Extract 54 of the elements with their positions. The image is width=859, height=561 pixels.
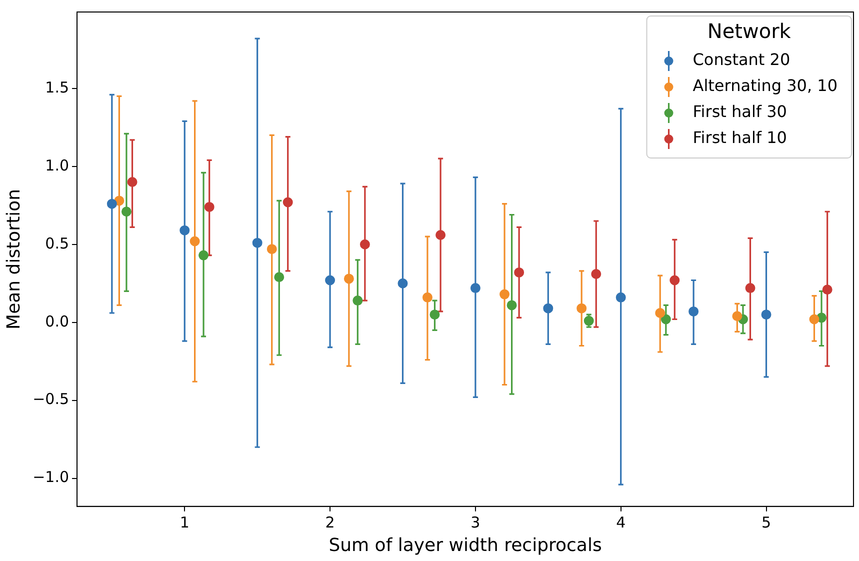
point: [274, 272, 284, 282]
point: [591, 269, 602, 280]
point: [344, 274, 354, 284]
point: [506, 300, 517, 310]
y-tick-label: 1.0: [45, 156, 70, 174]
y-tick-label: 0.0: [45, 312, 70, 330]
point: [655, 308, 666, 318]
point: [688, 306, 699, 316]
point: [660, 314, 671, 324]
point: [576, 303, 587, 314]
x-tick-label: 5: [761, 513, 772, 532]
point: [266, 244, 277, 254]
legend-label: First half 10: [692, 128, 787, 148]
point: [325, 275, 336, 286]
x-tick-label: 4: [616, 513, 626, 532]
point: [398, 278, 408, 288]
legend-label: Alternating 30, 10: [692, 76, 838, 96]
y-tick-label: −0.5: [32, 390, 70, 408]
point: [352, 296, 363, 306]
point: [422, 292, 432, 302]
legend-label: Constant 20: [692, 50, 790, 70]
point: [514, 267, 524, 278]
point: [436, 230, 446, 240]
legend-label: First half 30: [692, 102, 787, 122]
point: [198, 250, 209, 260]
x-tick-label: 2: [325, 513, 335, 532]
point: [106, 198, 117, 209]
point: [822, 284, 832, 295]
x-axis-title: Sum of layer width reciprocals: [328, 534, 602, 556]
point: [616, 292, 626, 302]
point: [190, 236, 200, 246]
point: [543, 303, 554, 314]
point: [180, 225, 190, 236]
point: [745, 283, 756, 294]
legend-title: Network: [707, 19, 792, 44]
y-axis-title: Mean distortion: [3, 188, 24, 330]
point: [252, 238, 262, 248]
point: [500, 289, 510, 300]
point: [282, 197, 293, 208]
point: [121, 206, 132, 217]
point: [204, 202, 214, 212]
point: [127, 177, 138, 187]
point: [360, 239, 370, 250]
y-tick-label: 1.5: [45, 78, 70, 96]
point: [761, 310, 772, 320]
point: [670, 275, 680, 286]
point: [430, 310, 440, 320]
point: [809, 314, 820, 324]
point: [732, 311, 742, 322]
point: [470, 283, 480, 294]
y-tick-label: 0.5: [45, 234, 70, 252]
y-tick-label: −1.0: [32, 468, 70, 486]
x-tick-label: 1: [180, 513, 190, 532]
x-tick-label: 3: [470, 513, 480, 532]
